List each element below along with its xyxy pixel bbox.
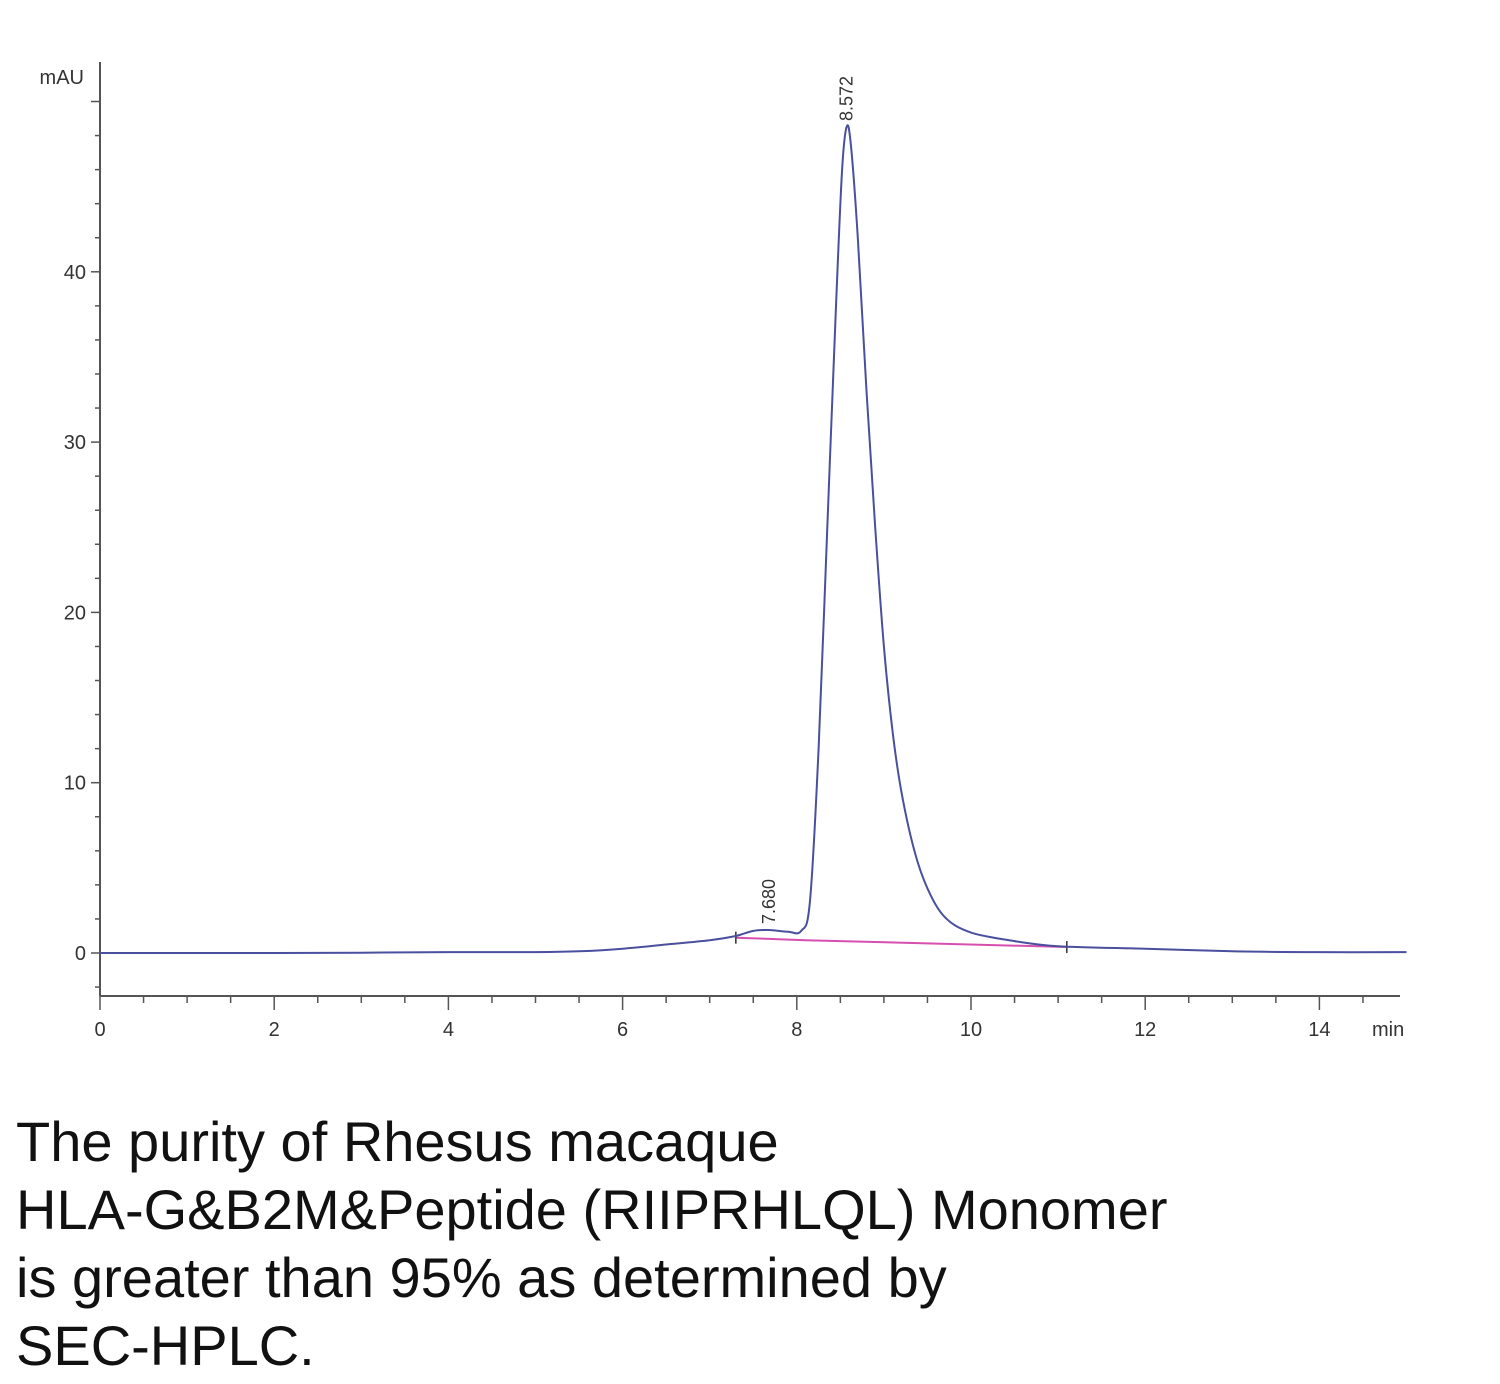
chromatogram-trace bbox=[99, 124, 1407, 955]
peak-label: 7.680 bbox=[759, 879, 779, 924]
peak-label: 8.572 bbox=[837, 76, 857, 121]
x-tick-label: 2 bbox=[269, 1019, 280, 1041]
x-tick-label: 14 bbox=[1308, 1019, 1330, 1041]
x-tick-label: 4 bbox=[443, 1019, 454, 1041]
x-tick-label: 0 bbox=[94, 1019, 105, 1041]
caption-line: SEC-HPLC. bbox=[16, 1314, 315, 1377]
caption-line: HLA-G&B2M&Peptide (RIIPRHLQL) Monomer bbox=[16, 1178, 1168, 1241]
caption-line: is greater than 95% as determined by bbox=[16, 1246, 947, 1309]
integration-baseline bbox=[735, 936, 1067, 948]
chart-labels: 7.680 8.572 bbox=[759, 76, 857, 924]
chart-axes: 0 10 20 30 40 mAU 0 2 4 6 8 10 12 14 min bbox=[40, 62, 1404, 1041]
x-tick-label: 6 bbox=[617, 1019, 628, 1041]
figure-caption: The purity of Rhesus macaque HLA-G&B2M&P… bbox=[16, 1108, 1476, 1380]
x-tick-label: 8 bbox=[791, 1019, 802, 1041]
y-tick-label: 20 bbox=[64, 602, 86, 624]
x-tick-label: 12 bbox=[1134, 1019, 1156, 1041]
chart-plot-area bbox=[99, 124, 1407, 955]
y-tick-label: 10 bbox=[64, 773, 86, 795]
y-tick-label: 0 bbox=[75, 943, 86, 965]
caption-line: The purity of Rhesus macaque bbox=[16, 1110, 779, 1173]
x-axis-label: min bbox=[1372, 1019, 1404, 1041]
y-axis-label: mAU bbox=[40, 67, 84, 89]
y-tick-label: 40 bbox=[64, 262, 86, 284]
y-tick-label: 30 bbox=[64, 432, 86, 454]
x-tick-label: 10 bbox=[960, 1019, 982, 1041]
chromatogram-chart: 0 10 20 30 40 mAU 0 2 4 6 8 10 12 14 min 7.680 8.572 bbox=[40, 62, 1407, 1041]
